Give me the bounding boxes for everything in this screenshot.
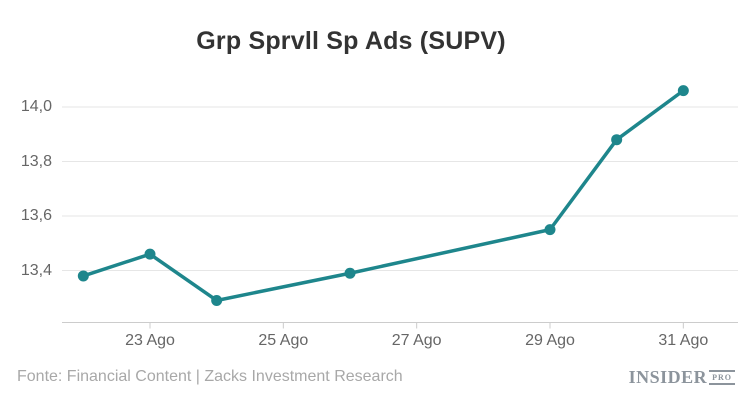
series-line: [81, 88, 686, 303]
y-axis-label: 14,0: [20, 98, 52, 115]
x-axis-label: 29 Ago: [525, 332, 575, 349]
data-point-marker: [611, 134, 623, 146]
data-point-marker: [544, 224, 556, 236]
logo-pro-badge: PRO: [709, 370, 735, 385]
source-credit: Fonte: Financial Content | Zacks Investm…: [17, 368, 403, 385]
x-axis-label: 27 Ago: [391, 332, 442, 349]
data-point-marker: [677, 85, 689, 97]
x-axis-label: 25 Ago: [258, 332, 309, 349]
y-axis-label: 13,4: [20, 261, 52, 279]
chart-title: Grp Sprvll Sp Ads (SUPV): [196, 27, 506, 55]
insiderpro-logo: INSIDER PRO: [629, 367, 735, 388]
y-axis-label: 13,6: [20, 207, 52, 224]
data-point-marker: [77, 270, 89, 282]
y-axis-label: 13,8: [20, 152, 52, 170]
x-axis-label: 23 Ago: [125, 332, 175, 349]
logo-wordmark: INSIDER: [628, 367, 708, 387]
x-axis-label: 31 Ago: [658, 332, 709, 349]
data-point-marker: [211, 294, 223, 306]
data-point-marker: [344, 267, 356, 279]
data-point-marker: [144, 248, 156, 260]
